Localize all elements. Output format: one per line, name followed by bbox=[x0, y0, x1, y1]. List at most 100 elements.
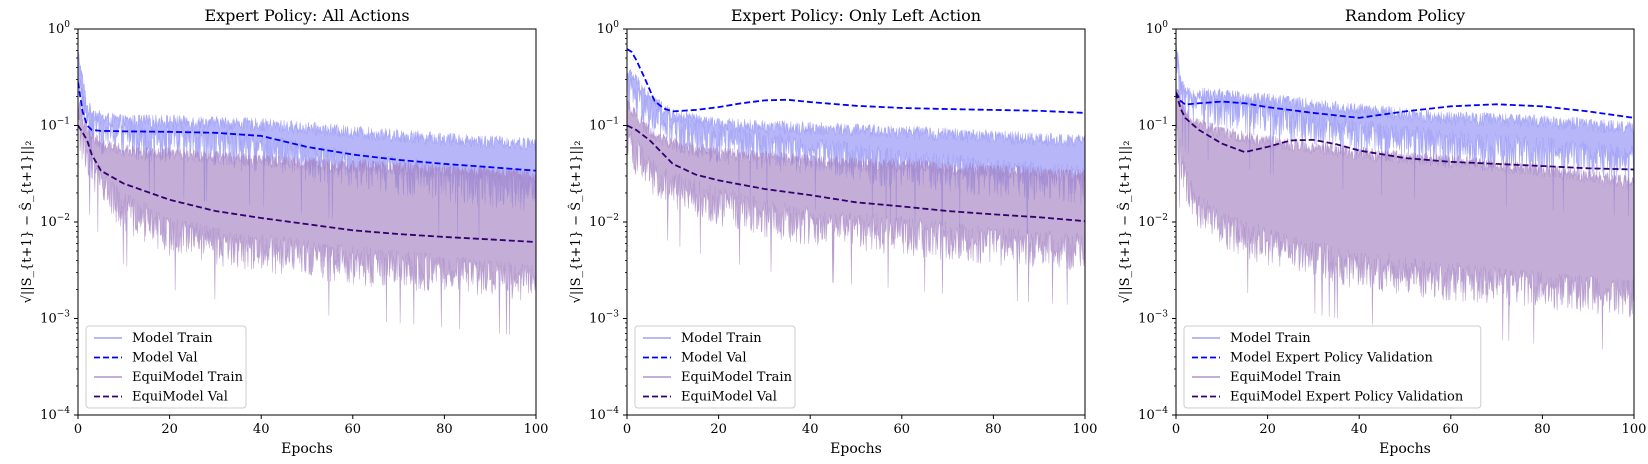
x-tick-label: 20 bbox=[161, 422, 178, 437]
legend-box bbox=[85, 325, 247, 409]
y-tick-base: 10 bbox=[1138, 119, 1155, 134]
y-tick-exponent: −2 bbox=[606, 213, 619, 223]
y-tick-base: 10 bbox=[1138, 215, 1155, 230]
y-tick-label: 10−2 bbox=[589, 213, 619, 230]
x-tick-label: 80 bbox=[436, 422, 453, 437]
x-axis-label: Epochs bbox=[1379, 441, 1431, 457]
y-tick-exponent: −1 bbox=[606, 117, 619, 127]
x-tick-label: 60 bbox=[1443, 422, 1460, 437]
legend-label: EquiModel Train bbox=[681, 370, 793, 385]
y-tick-exponent: −4 bbox=[1155, 406, 1169, 416]
y-tick-label: 100 bbox=[48, 20, 71, 37]
x-tick-label: 20 bbox=[1259, 422, 1276, 437]
x-tick-label: 100 bbox=[1622, 422, 1647, 437]
series-equimodel-val-line bbox=[78, 124, 536, 243]
series-model-train-band bbox=[627, 68, 1085, 235]
y-tick-label: 100 bbox=[1146, 20, 1169, 37]
y-tick-exponent: 0 bbox=[1162, 20, 1168, 30]
x-tick-label: 100 bbox=[1073, 422, 1098, 437]
y-tick-label: 10−4 bbox=[589, 406, 619, 423]
legend-label: Model Train bbox=[132, 331, 213, 346]
legend-box bbox=[634, 325, 796, 409]
y-tick-base: 10 bbox=[40, 119, 57, 134]
y-tick-base: 10 bbox=[1146, 22, 1163, 37]
y-tick-base: 10 bbox=[589, 312, 606, 327]
plot-area bbox=[627, 48, 1085, 305]
y-tick-label: 10−4 bbox=[40, 406, 70, 423]
x-tick-label: 20 bbox=[710, 422, 727, 437]
y-tick-base: 10 bbox=[589, 119, 606, 134]
y-tick-exponent: −1 bbox=[57, 117, 70, 127]
legend-label: EquiModel Expert Policy Validation bbox=[1230, 390, 1464, 405]
y-tick-label: 100 bbox=[597, 20, 620, 37]
x-tick-label: 60 bbox=[345, 422, 362, 437]
x-tick-label: 40 bbox=[802, 422, 819, 437]
y-tick-base: 10 bbox=[40, 312, 57, 327]
y-tick-exponent: 0 bbox=[613, 20, 619, 30]
y-tick-label: 10−3 bbox=[589, 310, 619, 327]
x-axis-label: Epochs bbox=[830, 441, 882, 457]
legend-label: EquiModel Val bbox=[681, 390, 777, 405]
y-tick-label: 10−3 bbox=[40, 310, 70, 327]
legend-label: Model Train bbox=[681, 331, 762, 346]
series-model-val-line bbox=[627, 48, 1085, 114]
y-tick-exponent: −3 bbox=[57, 310, 71, 320]
y-axis-label: √||S_{t+1} − Ŝ_{t+1}||₂ bbox=[1116, 141, 1133, 304]
y-tick-base: 10 bbox=[40, 408, 57, 423]
y-tick-base: 10 bbox=[40, 215, 57, 230]
x-axis-label: Epochs bbox=[281, 441, 333, 457]
series-model-val-line bbox=[78, 82, 536, 172]
y-tick-exponent: −4 bbox=[606, 406, 620, 416]
x-tick-label: 60 bbox=[894, 422, 911, 437]
series-equimodel-train-band bbox=[1176, 81, 1634, 350]
series-equimodel-expert-policy-validation-line bbox=[1176, 92, 1634, 171]
legend-label: Model Val bbox=[132, 351, 198, 366]
y-tick-label: 10−4 bbox=[1138, 406, 1168, 423]
legend-label: EquiModel Train bbox=[1230, 370, 1342, 385]
y-tick-exponent: −3 bbox=[1155, 310, 1169, 320]
series-model-train-band bbox=[1176, 40, 1634, 217]
y-tick-label: 10−1 bbox=[1138, 117, 1168, 134]
series-equimodel-train-band bbox=[78, 99, 536, 335]
plot-area bbox=[1176, 40, 1634, 350]
y-tick-label: 10−3 bbox=[1138, 310, 1168, 327]
x-tick-label: 40 bbox=[253, 422, 270, 437]
x-tick-label: 80 bbox=[1534, 422, 1551, 437]
legend-label: Model Val bbox=[681, 351, 747, 366]
y-tick-exponent: −3 bbox=[606, 310, 620, 320]
y-tick-exponent: −1 bbox=[1155, 117, 1168, 127]
y-tick-base: 10 bbox=[589, 408, 606, 423]
y-tick-label: 10−1 bbox=[40, 117, 70, 134]
legend-label: EquiModel Train bbox=[132, 370, 244, 385]
x-tick-label: 80 bbox=[985, 422, 1002, 437]
y-tick-exponent: −2 bbox=[1155, 213, 1168, 223]
x-tick-label: 100 bbox=[524, 422, 549, 437]
y-tick-exponent: −4 bbox=[57, 406, 71, 416]
series-equimodel-val-line bbox=[627, 124, 1085, 223]
y-tick-base: 10 bbox=[589, 215, 606, 230]
y-tick-exponent: 0 bbox=[64, 20, 70, 30]
y-tick-base: 10 bbox=[48, 22, 65, 37]
y-axis-label: √||S_{t+1} − Ŝ_{t+1}||₂ bbox=[18, 141, 35, 304]
y-axis-label: √||S_{t+1} − Ŝ_{t+1}||₂ bbox=[567, 141, 584, 304]
x-tick-label: 0 bbox=[623, 422, 631, 437]
subplot-title: Expert Policy: All Actions bbox=[204, 6, 409, 25]
legend-label: EquiModel Val bbox=[132, 390, 228, 405]
plot-area bbox=[78, 50, 536, 335]
y-tick-exponent: −2 bbox=[57, 213, 70, 223]
legend-label: Model Expert Policy Validation bbox=[1230, 351, 1434, 366]
y-tick-base: 10 bbox=[597, 22, 614, 37]
subplot-title: Random Policy bbox=[1345, 6, 1465, 25]
series-model-train-band bbox=[78, 50, 536, 241]
series-model-expert-policy-validation-line bbox=[1176, 92, 1634, 119]
x-tick-label: 40 bbox=[1351, 422, 1368, 437]
x-tick-label: 0 bbox=[74, 422, 82, 437]
y-tick-label: 10−2 bbox=[1138, 213, 1168, 230]
subplot-title: Expert Policy: Only Left Action bbox=[731, 6, 981, 25]
legend-label: Model Train bbox=[1230, 331, 1311, 346]
x-tick-label: 0 bbox=[1172, 422, 1180, 437]
